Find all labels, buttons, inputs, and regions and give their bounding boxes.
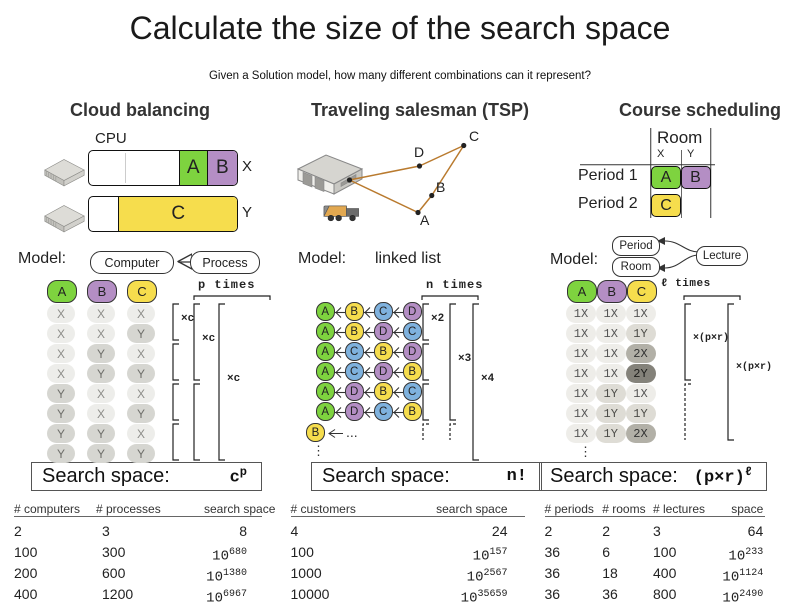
- svg-text:C: C: [469, 128, 479, 144]
- svg-text:A: A: [420, 212, 430, 228]
- svg-text:D: D: [414, 144, 424, 160]
- svg-text:B: B: [436, 179, 445, 195]
